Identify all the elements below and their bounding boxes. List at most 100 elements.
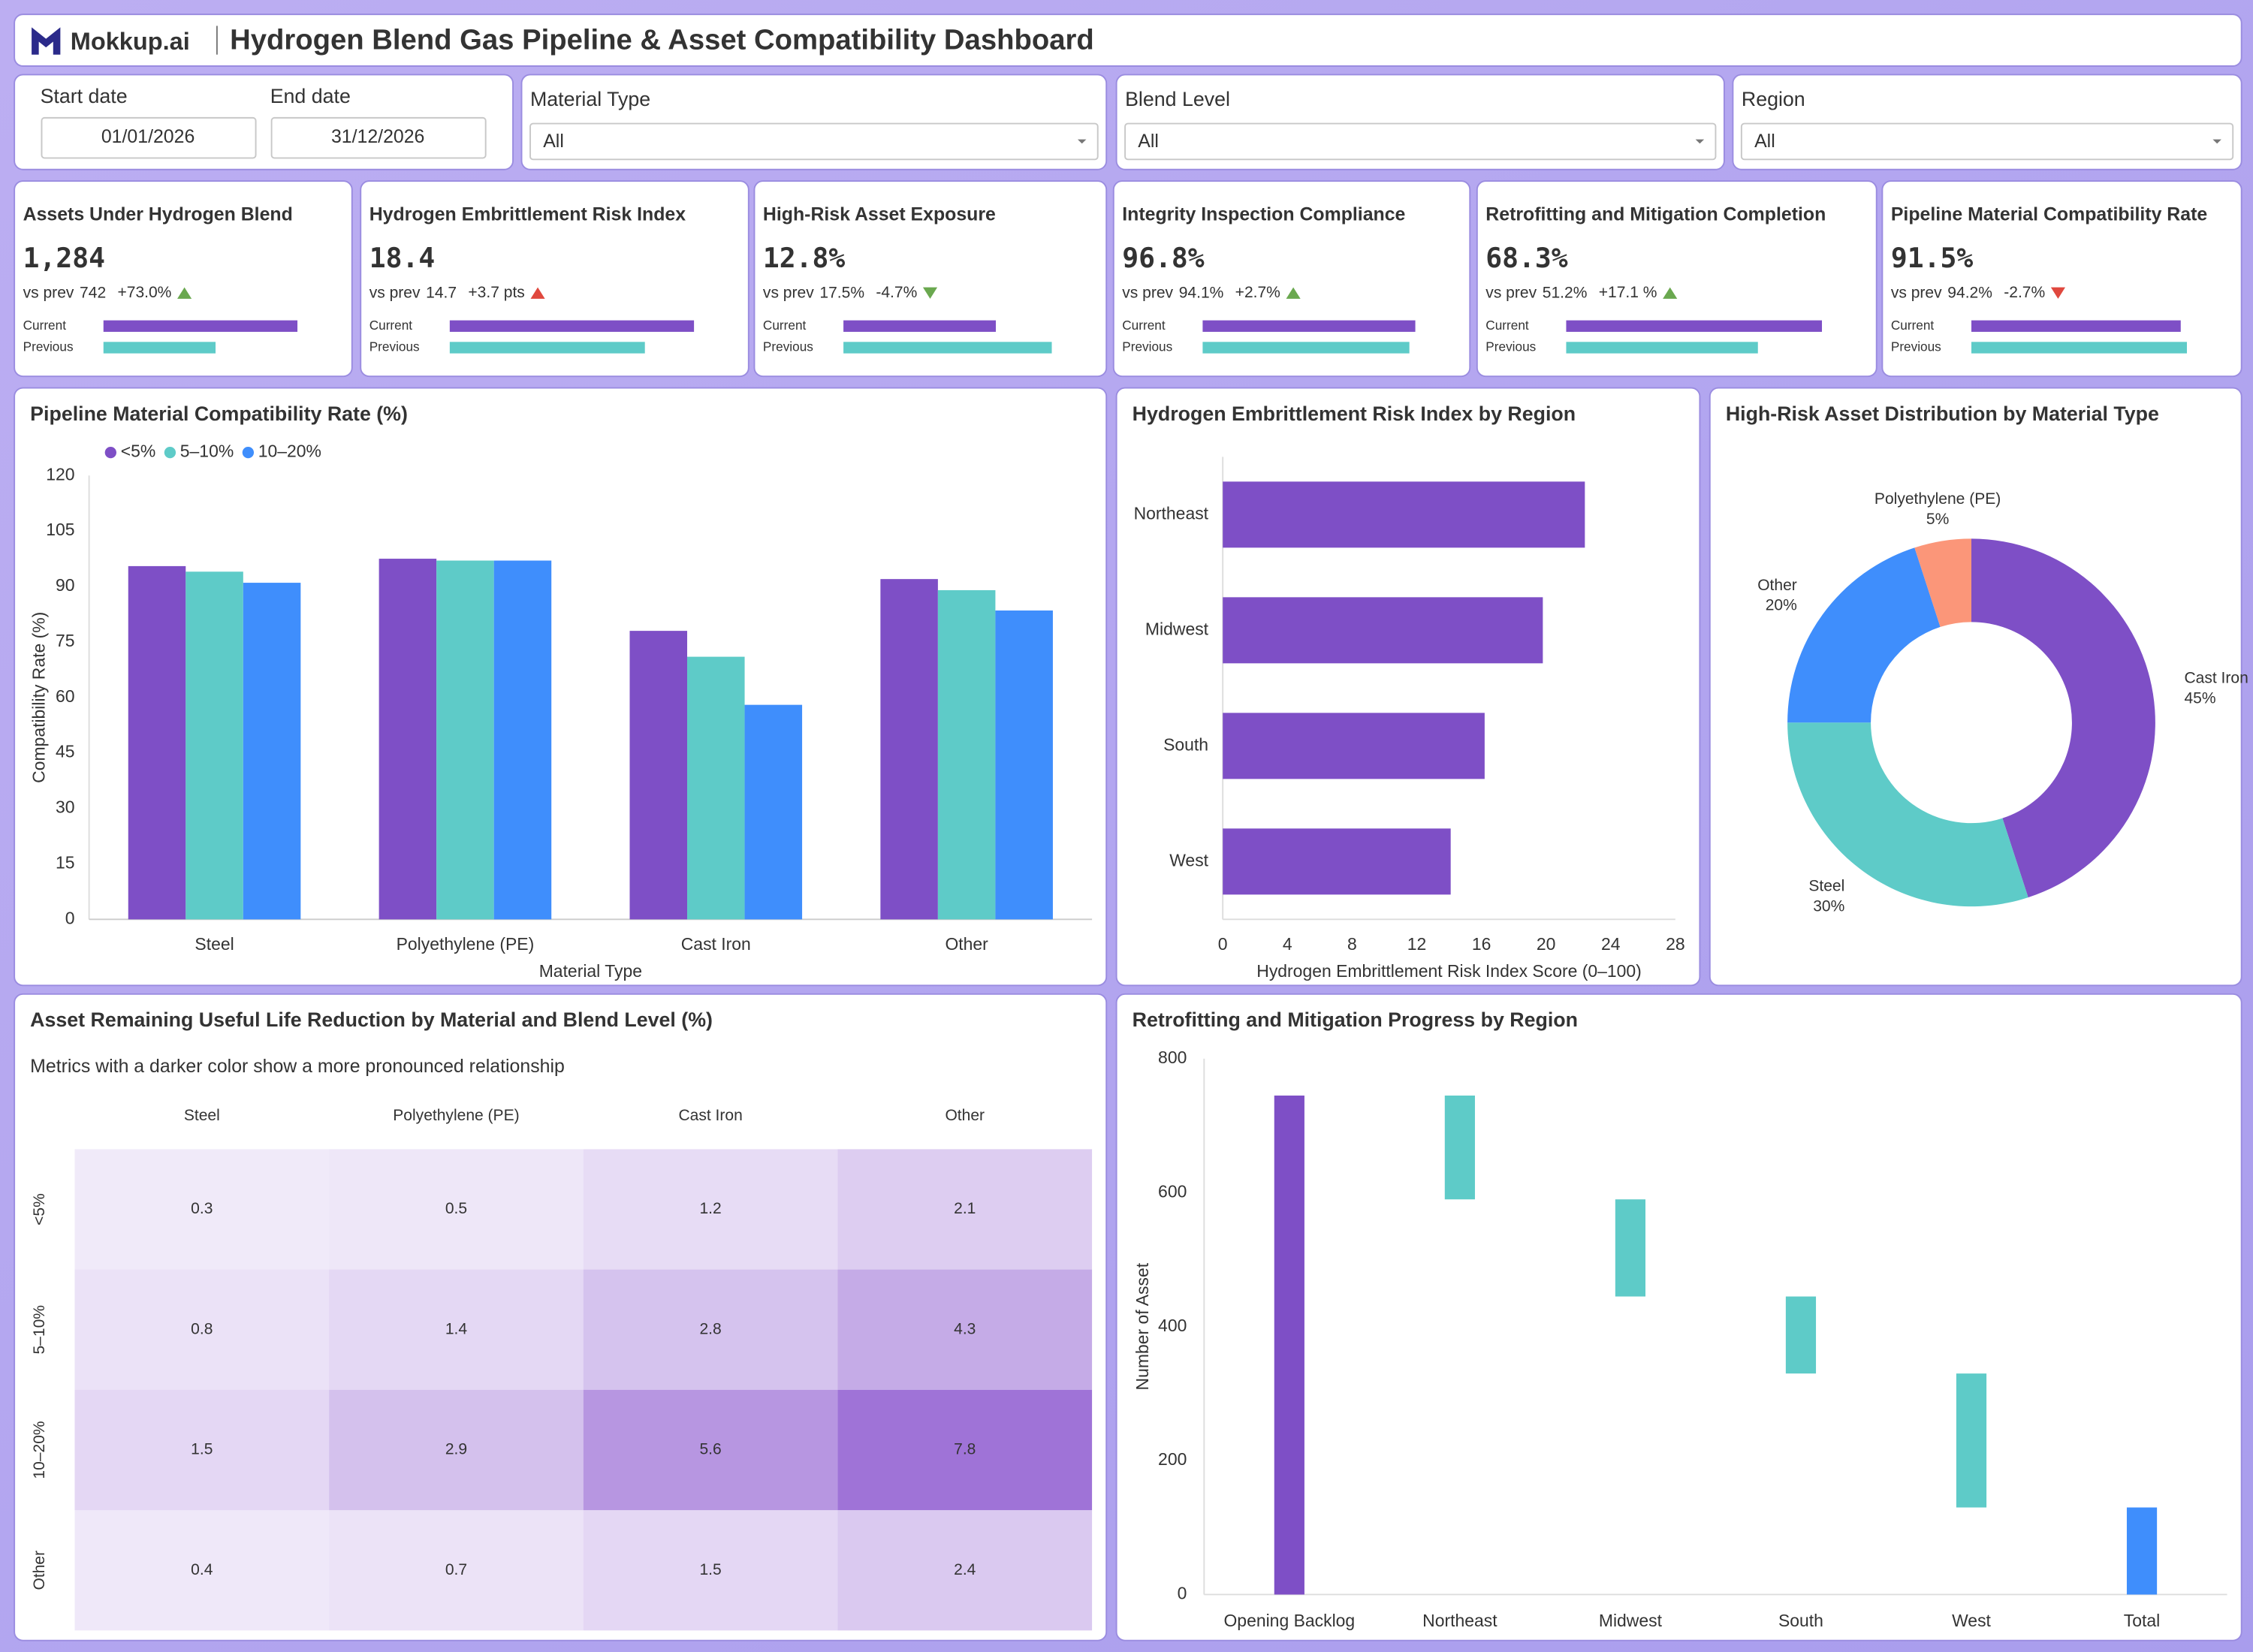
kpi-title: Assets Under Hydrogen Blend xyxy=(23,204,293,225)
heat-cell xyxy=(837,1389,1093,1511)
y-tick-label: 600 xyxy=(1158,1181,1187,1201)
kpi-previous-bar xyxy=(1566,342,1758,354)
cell-label: 2.8 xyxy=(699,1320,721,1337)
kpi-previous: vs prev 94.1% xyxy=(1122,284,1223,301)
kpi-bar-label: Previous xyxy=(369,339,420,354)
brand-name: Mokkup.ai xyxy=(71,28,190,55)
kpi-trend-icon xyxy=(922,287,938,299)
x-tick-label: Other xyxy=(945,934,988,954)
kpi-previous: vs prev 51.2% xyxy=(1485,284,1587,301)
bar xyxy=(880,579,938,920)
kpi-value: 96.8% xyxy=(1122,242,1204,274)
kpi-bar-label: Previous xyxy=(763,339,813,354)
dropdown[interactable] xyxy=(529,122,1099,161)
bar xyxy=(1223,713,1485,779)
cell-label: 1.5 xyxy=(191,1441,213,1458)
date-input xyxy=(41,116,257,159)
kpi-value: 12.8% xyxy=(763,242,845,274)
kpi-change: +17.1 % xyxy=(1599,284,1657,301)
column-label: Polyethylene (PE) xyxy=(393,1107,519,1124)
heat-cell xyxy=(583,1389,838,1511)
kpi-bar-label: Previous xyxy=(1891,339,1941,354)
x-tick-label: Northeast xyxy=(1422,1611,1497,1630)
chart-subtitle: Metrics with a darker color show a more … xyxy=(30,1056,565,1077)
y-tick-label: West xyxy=(1169,850,1208,870)
slice-value-label: 20% xyxy=(1766,597,1797,614)
bar xyxy=(937,589,996,920)
bar xyxy=(744,704,803,920)
prev-prefix: vs prev xyxy=(1122,284,1173,301)
prev-prefix: vs prev xyxy=(1891,284,1942,301)
bar xyxy=(1223,481,1585,548)
kpi-previous-bar xyxy=(449,342,645,354)
prev-value: 14.7 xyxy=(426,284,457,301)
cell-label: 1.5 xyxy=(699,1561,721,1578)
x-tick-label: 12 xyxy=(1407,934,1427,954)
header-bar xyxy=(14,14,2242,67)
kpi-previous: vs prev 14.7 xyxy=(369,284,457,301)
slice-label: Cast Iron xyxy=(2184,670,2248,687)
dropdown[interactable] xyxy=(1124,122,1717,161)
kpi-current-bar xyxy=(843,320,997,332)
kpi-current-bar xyxy=(1971,320,2181,332)
logo-icon xyxy=(32,27,61,55)
bar xyxy=(1223,597,1543,664)
heat-cell xyxy=(74,1149,330,1270)
kpi-card xyxy=(753,180,1108,378)
prev-prefix: vs prev xyxy=(1485,284,1537,301)
kpi-trend-icon xyxy=(177,287,192,299)
y-tick-label: Northeast xyxy=(1134,503,1209,523)
x-tick-label: 0 xyxy=(1218,934,1228,954)
heat-cell xyxy=(74,1269,330,1390)
legend-marker xyxy=(242,446,255,459)
kpi-bar-label: Previous xyxy=(23,339,74,354)
prev-value: 51.2% xyxy=(1543,284,1588,301)
dropdown-caret xyxy=(1077,139,1087,144)
filter-value: 01/01/2026 xyxy=(101,126,195,147)
kpi-trend-icon xyxy=(2050,287,2066,299)
dropdown-caret xyxy=(2212,139,2221,144)
kpi-title: High-Risk Asset Exposure xyxy=(763,204,996,225)
bar xyxy=(1223,828,1451,895)
pie-slice xyxy=(1787,722,2028,907)
filter-value: All xyxy=(1754,131,1775,152)
heat-cell xyxy=(837,1149,1093,1270)
kpi-title: Integrity Inspection Compliance xyxy=(1122,204,1405,225)
filter-label: End date xyxy=(270,85,351,107)
chart-title: High-Risk Asset Distribution by Material… xyxy=(1726,402,2159,425)
chart-title: Asset Remaining Useful Life Reduction by… xyxy=(30,1008,713,1031)
slice-value-label: 45% xyxy=(2184,689,2215,707)
cell-label: 1.2 xyxy=(699,1200,721,1217)
date-input xyxy=(270,116,487,159)
cell-label: 0.5 xyxy=(445,1200,467,1217)
waterfall-bar xyxy=(1274,1095,1304,1595)
kpi-trend-icon xyxy=(1286,287,1301,299)
cell-label: 1.4 xyxy=(445,1320,468,1337)
kpi-change: -2.7% xyxy=(2004,284,2045,301)
prev-value: 742 xyxy=(80,284,106,301)
bar xyxy=(629,631,688,920)
x-axis-label: Material Type xyxy=(539,961,642,981)
kpi-value: 68.3% xyxy=(1485,242,1567,274)
kpi-value: 91.5% xyxy=(1891,242,1973,274)
y-tick-label: 400 xyxy=(1158,1316,1187,1335)
kpi-previous-bar xyxy=(1971,342,2187,354)
heat-cell xyxy=(329,1510,584,1631)
waterfall-bar xyxy=(1615,1199,1646,1297)
kpi-change: +3.7 pts xyxy=(468,284,524,301)
prev-value: 94.2% xyxy=(1947,284,1992,301)
y-axis-label: Compatibility Rate (%) xyxy=(29,612,49,783)
y-tick-label: 105 xyxy=(46,520,74,539)
kpi-previous: vs prev 94.2% xyxy=(1891,284,1992,301)
kpi-bar-label: Current xyxy=(1891,318,1935,333)
filter-label: Start date xyxy=(41,85,128,107)
x-axis-label: Hydrogen Embrittlement Risk Index Score … xyxy=(1256,961,1642,981)
slice-value-label: 5% xyxy=(1926,511,1949,528)
dropdown[interactable] xyxy=(1740,122,2234,161)
filter-label: Blend Level xyxy=(1125,88,1230,110)
y-tick-label: Midwest xyxy=(1145,619,1209,638)
cell-label: 0.4 xyxy=(191,1561,213,1578)
kpi-change: +73.0% xyxy=(117,284,171,301)
